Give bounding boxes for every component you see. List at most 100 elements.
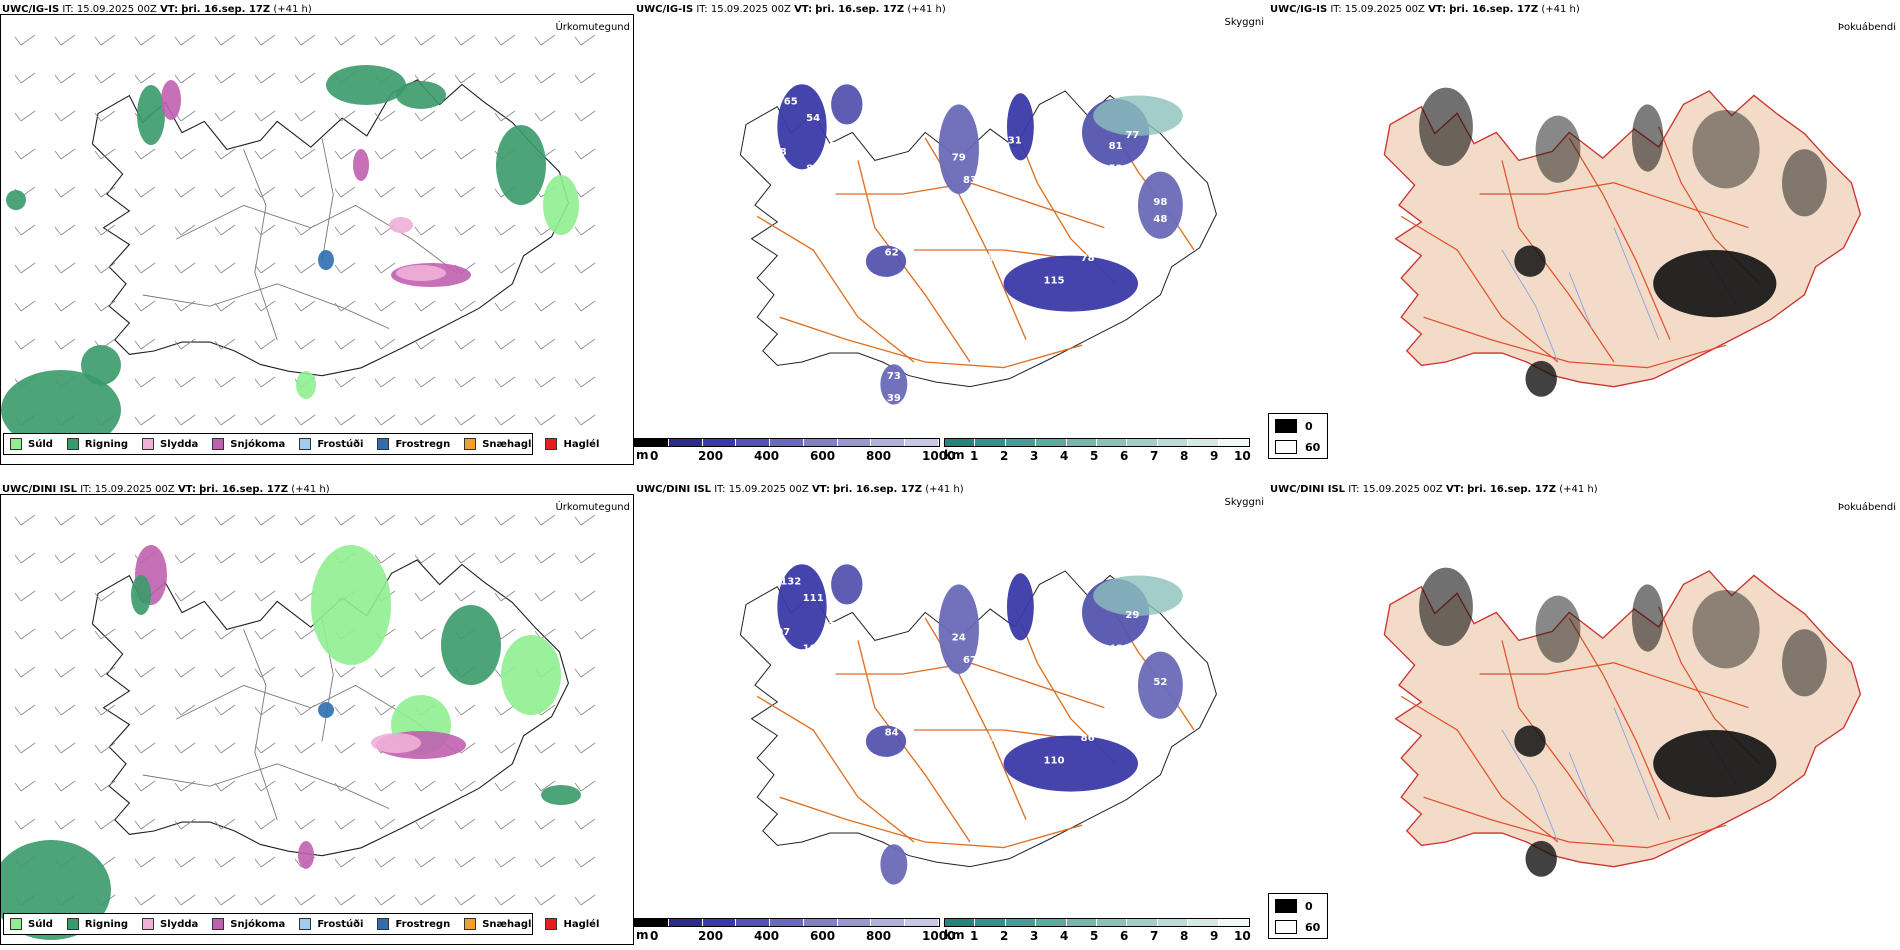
colorbar-tick: 0: [650, 449, 659, 463]
colorbar-tick: 4: [1060, 929, 1069, 943]
legend-label: Súld: [28, 918, 53, 930]
legend-label: Frostregn: [395, 438, 451, 450]
cloud-base-label: 48: [1153, 214, 1167, 225]
panel-title: Þokuábendi: [1837, 22, 1896, 33]
colorbar-tick: 400: [754, 449, 780, 463]
cloud-base-label: 110: [1043, 756, 1064, 767]
precip-map-graphic: [1, 34, 596, 450]
visibility-colorbar: km 1 2 3 4 5 6 7 8 9 10: [944, 438, 1251, 463]
cloud-base-label: 74: [829, 621, 843, 632]
cloud-base-label: 85: [946, 739, 960, 750]
colorbar-tick: 7: [1150, 929, 1159, 943]
legend-swatch: [142, 438, 155, 450]
fog-legend: 0 60: [1268, 413, 1328, 459]
panel-header: UWC/IG-IS IT: 15.09.2025 00Z VT: þri. 16…: [1270, 4, 1580, 15]
legend-item-frostúði: Frostúði: [299, 918, 363, 930]
colorbar-tick: 200: [698, 929, 724, 943]
colorbar-tick: 2: [1000, 929, 1009, 943]
legend-swatch: [299, 918, 312, 930]
fog-legend-max: 0: [1305, 420, 1313, 433]
cloud-base-label: 79: [1002, 644, 1016, 655]
wind-barbs: [14, 34, 596, 426]
colorbar-tick: 800: [866, 449, 892, 463]
colorbar-tick: 8: [1180, 929, 1189, 943]
legend-item-haglél: Haglél: [545, 438, 599, 450]
cloud-base-label: 78: [980, 253, 994, 264]
legend-swatch: [464, 438, 477, 450]
cloud-base-label: 52: [1109, 164, 1123, 175]
colorbar-tick: 600: [810, 449, 836, 463]
panel-header: UWC/IG-IS IT: 15.09.2025 00Z VT: þri. 16…: [2, 4, 312, 15]
legend-item-súld: Súld: [10, 438, 53, 450]
colorbar-tick: 6: [1120, 449, 1129, 463]
legend-label: Snæhagl: [482, 918, 532, 930]
colorbar-tick: 5: [1090, 449, 1099, 463]
colorbar-tick: 200: [698, 449, 724, 463]
cloud-base-label: 99: [1002, 164, 1016, 175]
fog-panel-top: UWC/IG-IS IT: 15.09.2025 00Z VT: þri. 16…: [1268, 0, 1900, 470]
visibility-colorbar: km 1 2 3 4 5 6 7 8 9 10: [944, 918, 1251, 943]
legend-label: Snjókoma: [230, 918, 286, 930]
legend-label: Haglél: [563, 918, 600, 930]
legend-label: Haglél: [563, 438, 600, 450]
legend-item-snjókoma: Snjókoma: [212, 438, 285, 450]
cloud-base-label: 98: [1153, 197, 1167, 208]
cloud-base-label: 81: [1109, 141, 1123, 152]
colorbar-tick: 2: [1000, 449, 1009, 463]
colorbar-unit: km: [944, 928, 965, 942]
cloud-panel-bottom: UWC/DINI ISL IT: 15.09.2025 00Z VT: þri.…: [634, 480, 1268, 950]
legend-item-rigning: Rigning: [66, 438, 129, 450]
fog-panel-bottom: UWC/DINI ISL IT: 15.09.2025 00Z VT: þri.…: [1268, 480, 1900, 950]
colorbar-unit: km: [944, 448, 965, 462]
legend-label: Frostúði: [317, 438, 364, 450]
legend-label: Frostúði: [317, 918, 364, 930]
cloud-base-label: 48: [1109, 644, 1123, 655]
cloud-base-label: 39: [887, 393, 901, 404]
legend-swatch: [212, 438, 225, 450]
panel-header: UWC/IG-IS IT: 15.09.2025 00Z VT: þri. 16…: [636, 4, 946, 15]
cloud-base-label: 08: [773, 147, 787, 158]
legend-label: Snjókoma: [230, 438, 286, 450]
colorbar-tick: 5: [1090, 929, 1099, 943]
cloud-base-label: 24: [952, 632, 966, 643]
colorbar-tick: 600: [810, 929, 836, 943]
colorbar-tick: 9: [1210, 449, 1219, 463]
legend-label: Slydda: [160, 438, 199, 450]
legend-label: Snæhagl: [482, 438, 532, 450]
legend-swatch: [66, 438, 79, 450]
precip-panel-top: UWC/IG-IS IT: 15.09.2025 00Z VT: þri. 16…: [0, 0, 634, 465]
legend-item-frostregn: Frostregn: [377, 438, 450, 450]
cloud-base-label: 74: [946, 259, 960, 270]
cloud-base-label: 84: [885, 728, 899, 739]
legend-item-haglél: Haglél: [545, 918, 599, 930]
panel-header: UWC/DINI ISL IT: 15.09.2025 00Z VT: þri.…: [636, 484, 964, 495]
cloud-base-label: 67: [963, 655, 977, 666]
legend-label: Slydda: [160, 918, 199, 930]
cloud-base-label: 52: [1153, 677, 1167, 688]
colorbar-tick: 1000: [922, 449, 956, 463]
legend-item-frostúði: Frostúði: [299, 438, 363, 450]
coastline: [91, 79, 569, 377]
cloud-map-top: 65 54 64 08 88 79 83 99 62 74 78 115 78 72 52 77 98 48 39 7…: [634, 36, 1268, 436]
cloud-base-label: 132: [780, 576, 801, 587]
legend-label: Frostregn: [395, 918, 451, 930]
cloud-base-label: 86: [1081, 733, 1095, 744]
precip-type-legend: Súld Rigning Slydda Snjókoma Frostúði Frostre…: [3, 433, 599, 455]
cloud-base-label: 54: [806, 113, 820, 124]
fog-legend-min: 60: [1305, 441, 1321, 454]
cloud-base-label: 106: [803, 644, 824, 655]
fog-map-graphic: [1383, 567, 1862, 877]
panel-title: Skyggni: [1224, 17, 1264, 28]
legend-swatch: [545, 438, 558, 450]
fog-legend: 0 60: [1268, 893, 1328, 939]
colorbar-tick: 0: [650, 929, 659, 943]
legend-item-frostregn: Frostregn: [377, 918, 450, 930]
legend-swatch: [377, 918, 390, 930]
cloud-base-colorbar: m 0 200 400 600 800 1000: [634, 438, 955, 463]
cloud-base-label: 72: [1075, 180, 1089, 191]
colorbar-tick: 6: [1120, 929, 1129, 943]
legend-label: Rigning: [84, 438, 129, 450]
colorbar-tick: 7: [1150, 449, 1159, 463]
legend-swatch: [299, 438, 312, 450]
colorbar-tick: 1: [970, 449, 979, 463]
